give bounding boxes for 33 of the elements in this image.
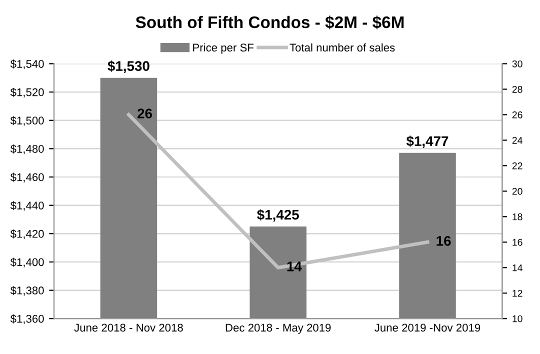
data-label: $1,425 [257, 209, 299, 222]
y-tick-label: $1,480 [10, 144, 44, 154]
data-label: 14 [287, 262, 302, 272]
legend-label: Total number of sales [290, 43, 395, 52]
x-tick-label: June 2019 -Nov 2019 [374, 324, 480, 332]
y2-tick-label: 26 [512, 111, 522, 118]
y-tick-label: $1,380 [10, 286, 44, 296]
data-label: 26 [138, 108, 152, 118]
y2-tick-label: 30 [512, 60, 522, 68]
y-tick-label: $1,520 [10, 88, 44, 98]
data-label: $1,477 [406, 136, 448, 148]
y-tick-label: $1,460 [10, 172, 44, 182]
y-tick-label: $1,360 [10, 314, 44, 324]
y2-tick-label: 14 [512, 264, 522, 272]
legend-label: Price per SF [193, 43, 254, 54]
y2-tick-label: 12 [512, 290, 522, 297]
y2-tick-label: 28 [512, 86, 522, 93]
x-tick-label: June 2018 - Nov 2018 [74, 324, 183, 332]
y-tick-label: $1,420 [10, 229, 44, 240]
data-label: 16 [436, 236, 451, 246]
y-tick-label: $1,400 [10, 258, 44, 268]
y2-tick-label: 18 [512, 213, 522, 220]
y2-tick-label: 10 [512, 315, 522, 322]
y-tick-label: $1,440 [10, 201, 44, 211]
y-tick-label: $1,500 [10, 116, 44, 126]
y2-tick-label: 24 [512, 136, 522, 144]
y2-tick-label: 22 [512, 162, 522, 170]
y-tick-label: $1,540 [10, 60, 44, 70]
y2-tick-label: 16 [512, 238, 522, 246]
x-tick-label: Dec 2018 - May 2019 [226, 324, 331, 334]
chart-title: South of Fifth Condos - $2M - $6M [136, 16, 404, 30]
y2-tick-label: 20 [512, 188, 522, 195]
data-label: $1,530 [108, 60, 150, 73]
